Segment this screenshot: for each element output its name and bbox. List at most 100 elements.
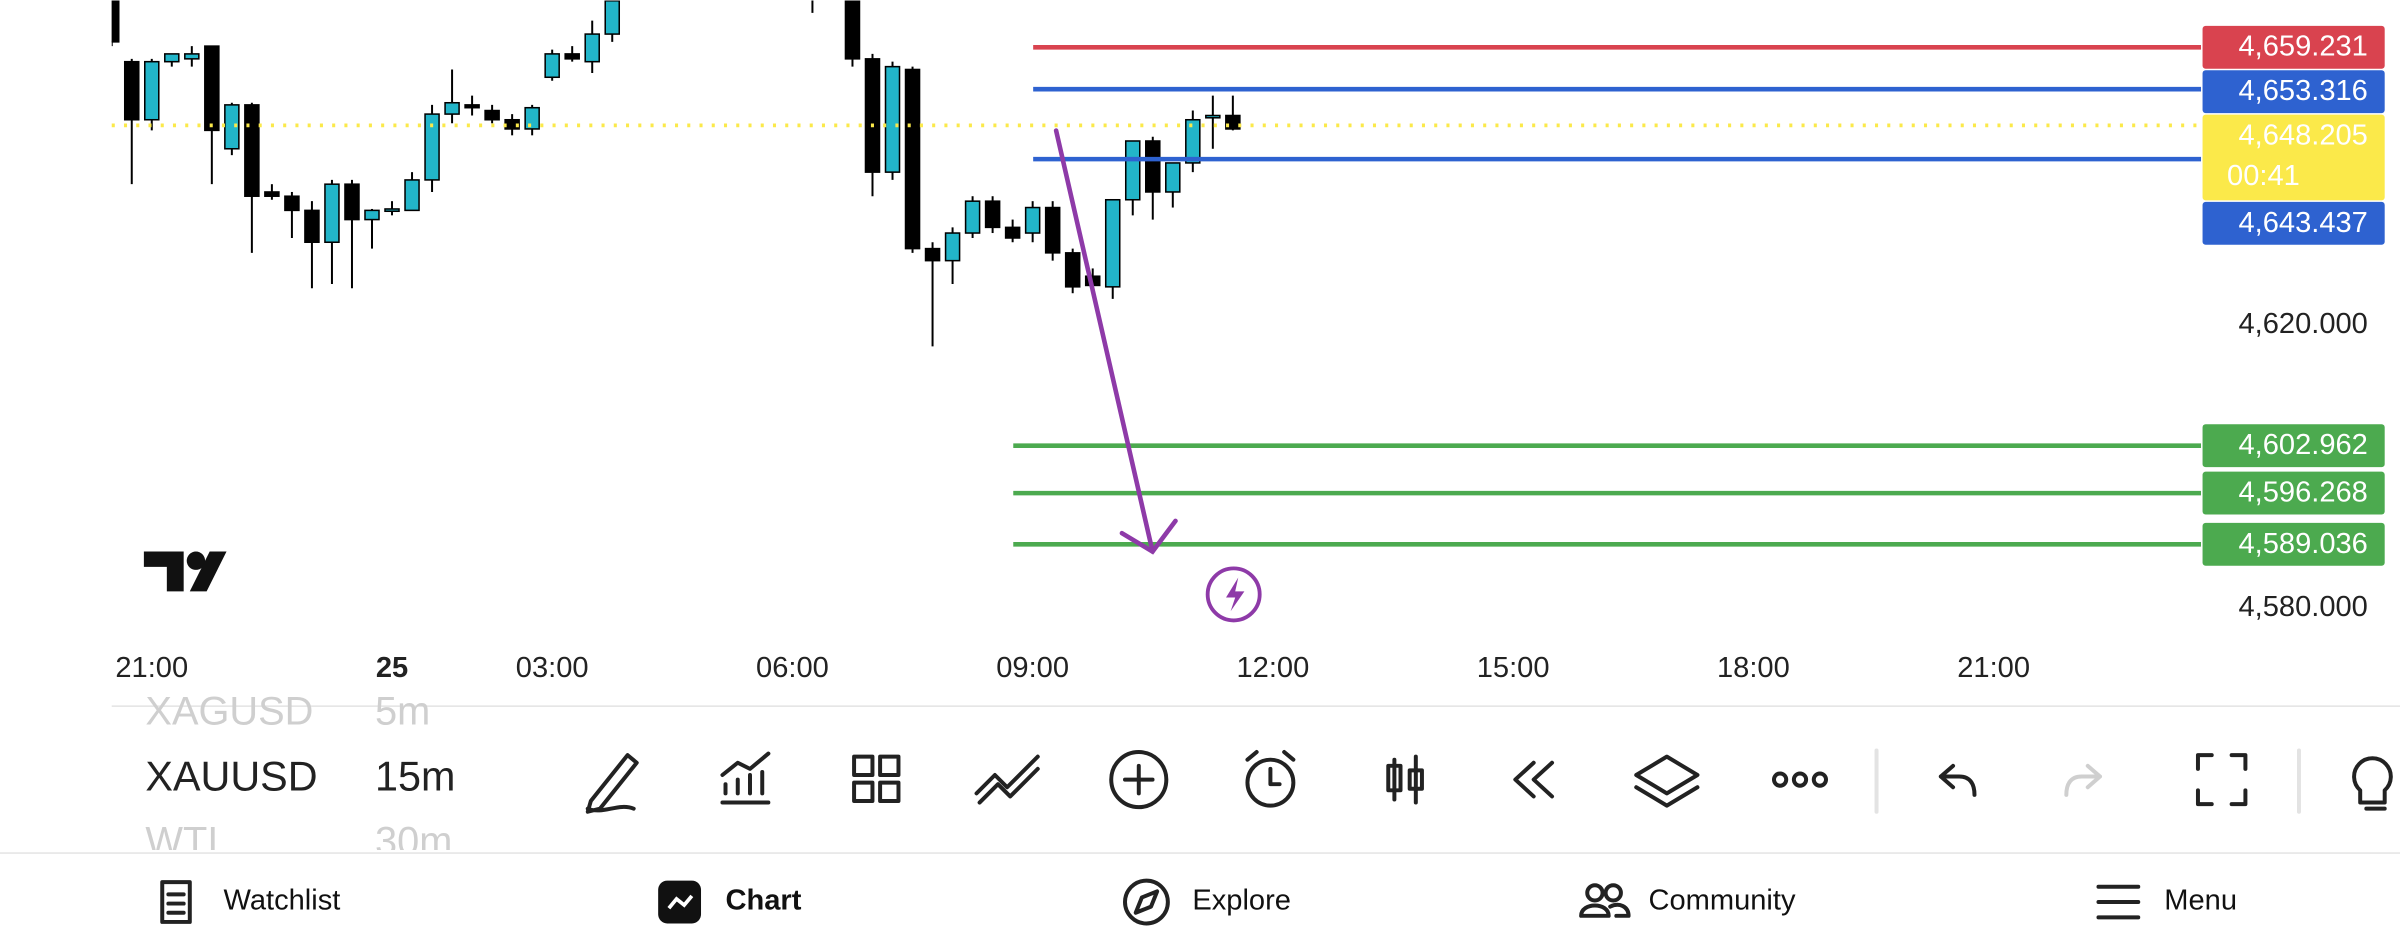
candle-body	[364, 209, 380, 221]
candle-body	[1165, 162, 1181, 193]
candle-body	[864, 58, 881, 173]
price-label: 4,589.036	[2238, 528, 2367, 560]
candle-body	[1145, 140, 1161, 193]
x-tick-label: 06:00	[756, 652, 829, 684]
candle-body	[184, 53, 200, 60]
price-label-bg	[2202, 522, 2385, 566]
price-label: 4,643.437	[2238, 207, 2367, 239]
candle-body	[264, 191, 280, 197]
logo	[143, 551, 227, 592]
candle-body	[304, 209, 320, 244]
symbol[interactable]: XAGUSD	[145, 689, 313, 733]
price-label-bg	[2202, 201, 2385, 245]
candle-body	[444, 101, 460, 115]
candle-body	[111, 0, 120, 43]
indicators[interactable]	[720, 751, 771, 805]
price-label: 4,653.316	[2238, 75, 2367, 107]
candle-body	[544, 53, 560, 79]
candle-body	[1124, 140, 1141, 201]
nav-item[interactable]: Community	[1648, 885, 1795, 917]
candle-body	[324, 183, 340, 244]
draw-tool[interactable]	[585, 753, 639, 814]
nav: Watchlist Chart Explore Community Menu	[160, 878, 2237, 926]
candle-body	[384, 208, 400, 213]
trend-arrow	[1053, 128, 1178, 555]
x-tick-label: 21:00	[1957, 652, 2030, 684]
interval[interactable]: 15m	[375, 754, 455, 800]
price-label-bg	[2202, 471, 2385, 515]
y-tick-label: 4,580.000	[2238, 591, 2367, 623]
interval[interactable]: 5m	[375, 689, 430, 733]
candle-body	[564, 53, 580, 60]
candle-body	[584, 33, 600, 63]
candle-body	[464, 104, 480, 109]
candle-body	[1104, 198, 1121, 288]
candle-body	[1004, 226, 1021, 239]
candle-body	[484, 109, 500, 121]
price-label-bg	[2202, 25, 2385, 69]
candle-body	[604, 0, 621, 35]
candle-body	[123, 60, 140, 121]
add[interactable]	[1109, 750, 1169, 810]
layers[interactable]	[1634, 754, 1700, 808]
candle-body	[964, 200, 981, 234]
candle-body	[884, 65, 901, 173]
candle-body	[984, 200, 1001, 229]
candle-body	[924, 247, 941, 262]
nav-item[interactable]: Chart	[726, 885, 802, 917]
candle-body	[344, 183, 360, 221]
symbol[interactable]: XAUUSD	[145, 754, 317, 800]
nav-item[interactable]: Explore	[1192, 885, 1291, 917]
undo[interactable]	[1938, 763, 1977, 797]
plot-area	[111, 0, 1241, 347]
candle-body	[1185, 118, 1201, 164]
candle-body	[844, 0, 861, 60]
candle-body	[164, 53, 180, 63]
chart: 21:00 25 03:00 06:00 09:00 12:00 15:00 18:00 21:…	[111, 0, 2385, 684]
countdown: 00:41	[2227, 160, 2300, 192]
candle-body	[204, 45, 220, 132]
x-tick-label: 18:00	[1717, 652, 1790, 684]
x-tick-label: 09:00	[996, 652, 1069, 684]
toolbar	[585, 748, 2393, 814]
candle-body	[244, 104, 260, 197]
alert[interactable]	[1245, 757, 1296, 808]
price-label-bg	[2202, 70, 2385, 114]
candle-body	[1205, 114, 1221, 119]
nav-item[interactable]: Menu	[2164, 885, 2237, 917]
candle-body	[944, 232, 961, 262]
price-label-bg	[2202, 424, 2385, 468]
price-label-bg	[2202, 114, 2385, 201]
candle-body	[1225, 114, 1241, 130]
candle-body	[144, 60, 160, 121]
price-label: 4,659.231	[2238, 31, 2367, 63]
candle-body	[524, 106, 540, 130]
price-label: 4,596.268	[2238, 477, 2367, 509]
ideas[interactable]	[2352, 756, 2393, 811]
candle-body	[1024, 206, 1041, 234]
event-icon[interactable]	[1205, 566, 1262, 623]
patterns[interactable]	[974, 754, 1040, 805]
replay[interactable]	[1513, 760, 1555, 799]
candle-body	[284, 195, 300, 212]
candle-body	[404, 179, 420, 212]
x-tick-label: 25	[376, 652, 408, 684]
more[interactable]	[1771, 771, 1789, 788]
candle-body	[1064, 252, 1081, 288]
redo[interactable]	[2064, 763, 2102, 797]
price-label: 4,648.205	[2238, 120, 2367, 152]
fullscreen[interactable]	[2195, 753, 2248, 807]
candle-body	[904, 68, 921, 250]
layouts[interactable]	[852, 754, 901, 804]
x-tick-label: 03:00	[516, 652, 589, 684]
candle-body	[1044, 206, 1061, 254]
y-tick-label: 4,620.000	[2238, 308, 2367, 340]
x-tick-label: 12:00	[1237, 652, 1310, 684]
symbol-picker[interactable]: XAGUSD XAUUSD WTI 5m 15m 30m	[145, 689, 455, 863]
chart-type[interactable]	[1386, 754, 1424, 805]
candle-body	[424, 113, 440, 181]
nav-item[interactable]: Watchlist	[223, 885, 340, 917]
nav-bg	[0, 850, 2400, 950]
